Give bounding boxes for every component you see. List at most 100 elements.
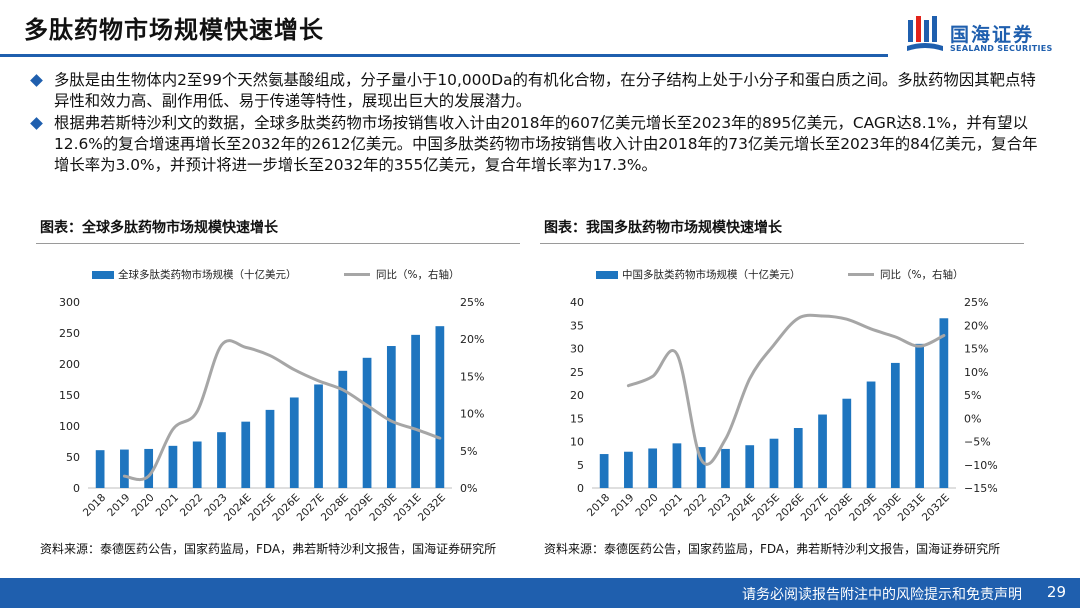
bar	[192, 441, 202, 488]
bullet-list: 多肽是由生物体内2至99个天然氨基酸组成，分子量小于10,000Da的有机化合物…	[30, 70, 1040, 177]
bullet-item: 根据弗若斯特沙利文的数据，全球多肽类药物市场按销售收入计由2018年的607亿美…	[30, 113, 1040, 176]
legend-bar-label: 全球多肽类药物市场规模（十亿美元）	[118, 268, 297, 281]
legend-line-swatch	[848, 273, 874, 276]
x-tick-label: 2018	[585, 492, 612, 519]
bar	[890, 362, 900, 488]
x-tick-label: 2021	[658, 492, 685, 519]
x-tick-label: 2032E	[416, 492, 448, 524]
bar	[745, 445, 755, 488]
y-left-tick-label: 300	[59, 296, 80, 309]
logo-cn-text: 国海证券	[950, 24, 1035, 46]
bar	[265, 409, 275, 488]
x-tick-label: 2019	[609, 492, 636, 519]
bar	[599, 454, 609, 488]
y-right-tick-label: 25%	[460, 296, 484, 309]
legend-line-swatch	[344, 273, 370, 276]
bar	[939, 318, 949, 488]
chart-title-rule	[36, 243, 520, 244]
brand-logo: 国海证券 SEALAND SECURITIES	[906, 14, 1066, 60]
bar	[120, 449, 129, 488]
chart-title-china: 图表：我国多肽药物市场规模快速增长	[544, 220, 782, 236]
bar	[769, 438, 779, 488]
yoy-series-line	[122, 339, 442, 482]
bar	[648, 448, 658, 488]
x-tick-label: 2019	[105, 492, 132, 519]
y-right-tick-label: 0%	[964, 412, 981, 425]
bar	[144, 448, 154, 488]
y-right-tick-label: 20%	[460, 333, 484, 346]
bar	[338, 370, 348, 488]
bar	[217, 432, 226, 488]
diamond-bullet-icon	[30, 74, 43, 87]
bar	[314, 384, 323, 488]
page-title: 多肽药物市场规模快速增长	[24, 16, 324, 44]
bar	[842, 398, 852, 488]
bar	[289, 397, 299, 488]
bar	[435, 326, 445, 488]
y-right-tick-label: 15%	[964, 343, 988, 356]
y-right-tick-label: 25%	[964, 296, 988, 309]
bullet-text: 多肽是由生物体内2至99个天然氨基酸组成，分子量小于10,000Da的有机化合物…	[54, 71, 1036, 110]
bar	[793, 428, 803, 488]
bar	[624, 451, 633, 488]
y-left-tick-label: 0	[73, 482, 80, 495]
y-left-tick-label: 0	[577, 482, 584, 495]
diamond-bullet-icon	[30, 117, 43, 130]
x-tick-label: 2018	[81, 492, 108, 519]
title-underline	[0, 54, 888, 57]
y-right-tick-label: −5%	[964, 436, 991, 449]
legend-bar-swatch	[92, 271, 114, 279]
y-left-tick-label: 150	[59, 389, 80, 402]
bullet-text: 根据弗若斯特沙利文的数据，全球多肽类药物市场按销售收入计由2018年的607亿美…	[54, 114, 1038, 174]
y-left-tick-label: 15	[570, 412, 584, 425]
logo-en-text: SEALAND SECURITIES	[950, 44, 1053, 53]
y-left-tick-label: 50	[66, 451, 80, 464]
chart-source-china: 资料来源：泰德医药公告，国家药监局，FDA，弗若斯特沙利文报告，国海证券研究所	[544, 542, 1001, 556]
bar	[386, 346, 396, 488]
chart-legend: 全球多肽类药物市场规模（十亿美元） 同比（%，右轴）	[92, 268, 459, 281]
y-left-tick-label: 35	[570, 319, 584, 332]
legend-bar-swatch	[596, 271, 618, 279]
bar	[168, 445, 178, 488]
x-tick-label: 2032E	[920, 492, 952, 524]
y-left-tick-label: 200	[59, 358, 80, 371]
x-tick-label: 2022	[178, 492, 205, 519]
china-market-chart: 中国多肽类药物市场规模（十亿美元） 同比（%，右轴） 0 5 10 15 20 25 30 35 4…	[570, 268, 998, 524]
bar	[818, 414, 827, 488]
bar	[362, 357, 372, 488]
y-right-tick-label: 5%	[460, 445, 477, 458]
bar	[672, 443, 682, 488]
y-right-tick-label: 10%	[964, 366, 988, 379]
chart-title-rule	[540, 243, 1024, 244]
global-market-chart: 全球多肽类药物市场规模（十亿美元） 同比（%，右轴） 0 50 100 150 200 250…	[59, 268, 484, 524]
bar	[866, 381, 876, 488]
logo-mark-icon	[907, 16, 943, 51]
yoy-series-line	[626, 313, 946, 466]
y-left-tick-label: 10	[570, 436, 584, 449]
y-left-tick-label: 20	[570, 389, 584, 402]
legend-bar-label: 中国多肽类药物市场规模（十亿美元）	[622, 268, 801, 281]
x-tick-label: 2022	[682, 492, 709, 519]
y-left-tick-label: 100	[59, 420, 80, 433]
page-number: 29	[1046, 583, 1066, 601]
bar	[915, 343, 924, 488]
x-tick-label: 2020	[633, 492, 660, 519]
y-right-tick-label: 5%	[964, 389, 981, 402]
bar	[721, 448, 730, 488]
x-tick-label: 2021	[154, 492, 181, 519]
y-right-tick-label: 20%	[964, 319, 988, 332]
chart-title-global: 图表：全球多肽药物市场规模快速增长	[40, 220, 278, 236]
bar	[241, 421, 251, 488]
y-right-tick-label: 0%	[460, 482, 477, 495]
chart-source-global: 资料来源：泰德医药公告，国家药监局，FDA，弗若斯特沙利文报告，国海证券研究所	[40, 542, 497, 556]
legend-line-label: 同比（%，右轴）	[880, 268, 963, 281]
bar	[696, 447, 706, 488]
footer-disclaimer: 请务必阅读报告附注中的风险提示和免责声明	[742, 587, 1022, 603]
chart-legend: 中国多肽类药物市场规模（十亿美元） 同比（%，右轴）	[596, 268, 963, 281]
footer-bar	[0, 578, 1080, 608]
x-tick-label: 2020	[129, 492, 156, 519]
y-right-tick-label: 15%	[460, 370, 484, 383]
bar	[95, 450, 105, 488]
y-right-tick-label: −10%	[964, 459, 998, 472]
legend-line-label: 同比（%，右轴）	[376, 268, 459, 281]
